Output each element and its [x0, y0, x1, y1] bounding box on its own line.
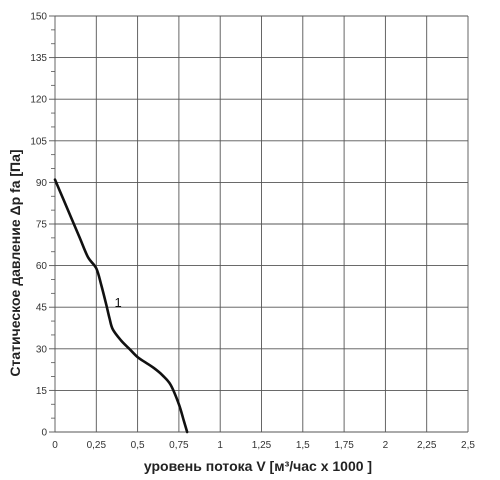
- y-tick-label-7: 105: [30, 136, 47, 147]
- series-label: 1: [114, 295, 121, 310]
- series-line-0: [53, 178, 189, 434]
- x-tick-label-2: 0,5: [131, 440, 145, 451]
- y-axis-title: Статическое давление Δp fa [Па]: [7, 149, 23, 376]
- minor-ticks: [49, 15, 55, 433]
- x-tick-labels: 0 0,25 0,5 0,75 1 1,25 1,5 1,75 2 2,25 2,5: [52, 440, 475, 451]
- x-tick-label-0: 0: [52, 440, 58, 451]
- y-tick-label-6: 90: [36, 178, 48, 189]
- x-tick-label-10: 2,5: [461, 440, 475, 451]
- x-tick-label-1: 0,25: [87, 440, 107, 451]
- x-tick-label-8: 2: [383, 440, 389, 451]
- series-group: [53, 178, 189, 434]
- x-tick-label-7: 1,75: [334, 440, 354, 451]
- x-tick-label-4: 1: [217, 440, 223, 451]
- y-tick-label-10: 150: [30, 12, 47, 23]
- y-tick-label-1: 15: [36, 386, 48, 397]
- y-tick-label-8: 120: [30, 95, 47, 106]
- y-tick-label-0: 0: [41, 428, 47, 439]
- x-axis-title: уровень потока V [м³/час x 1000 ]: [144, 458, 372, 474]
- y-tick-label-2: 30: [36, 344, 48, 355]
- x-tick-label-3: 0,75: [169, 440, 189, 451]
- x-tick-label-5: 1,25: [252, 440, 272, 451]
- x-tick-label-6: 1,5: [296, 440, 310, 451]
- y-tick-label-3: 45: [36, 303, 48, 314]
- y-tick-label-9: 135: [30, 53, 47, 64]
- y-tick-label-5: 75: [36, 220, 48, 231]
- x-tick-label-9: 2,25: [417, 440, 437, 451]
- y-tick-labels: 0 15 30 45 60 75 90 105 120 135 150: [30, 12, 47, 439]
- y-tick-label-4: 60: [36, 261, 48, 272]
- grid: [54, 15, 469, 433]
